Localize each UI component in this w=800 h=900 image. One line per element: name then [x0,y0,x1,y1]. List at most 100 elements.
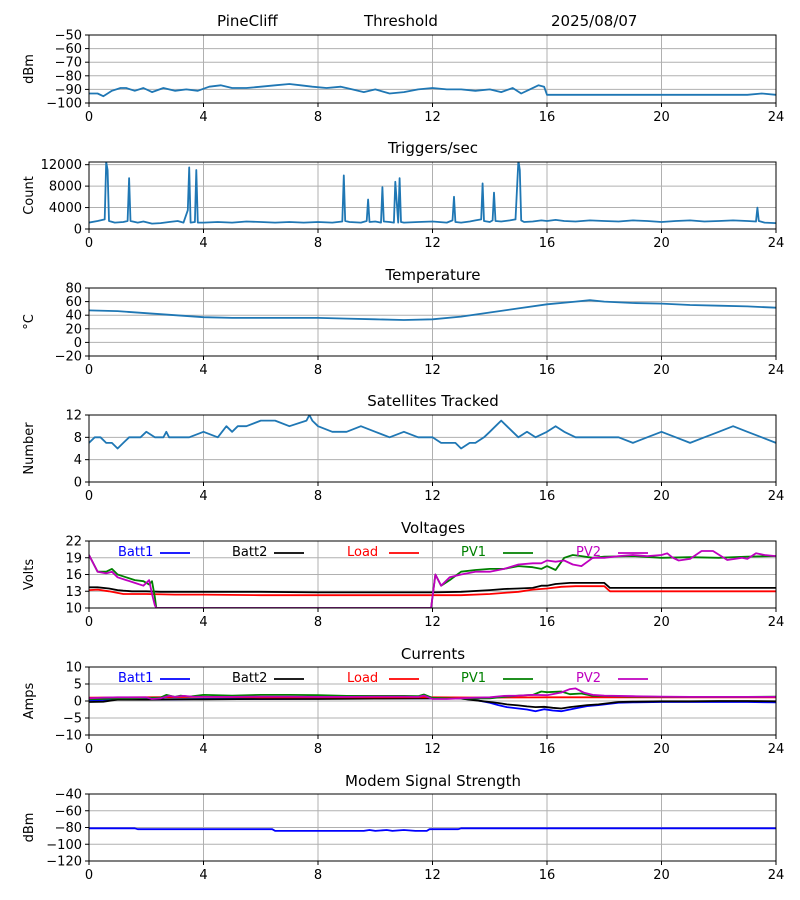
temperature-xtick-label: 4 [199,363,207,378]
triggers-ylabel: Count [22,176,37,215]
modem-xtick-label: 20 [653,868,670,883]
rssi-xtick-label: 20 [653,110,670,125]
modem-xtick-label: 24 [768,868,785,883]
currents-ytick-label: 0 [74,695,82,710]
rssi-ytick-label: −100 [46,97,82,112]
modem-series-line [89,827,776,832]
voltages-xtick-label: 16 [539,615,556,630]
voltages-series-batt2 [89,582,776,594]
triggers-ytick-label: 12000 [41,158,82,173]
currents-xtick-label: 12 [424,742,441,757]
voltages-legend-batt1: Batt1 [118,545,153,560]
currents-series-pv2 [89,687,776,700]
triggers-xtick-label: 16 [539,236,556,251]
currents-xtick-label: 20 [653,742,670,757]
currents-legend-load: Load [347,671,378,686]
satellites-xtick-label: 20 [653,489,670,504]
voltages-ytick-label: 16 [65,568,82,583]
voltages-ytick-label: 22 [65,535,82,550]
currents-series-batt2 [89,697,776,710]
satellites-ylabel: Number [22,422,37,475]
voltages-ytick-label: 13 [65,585,82,600]
satellites-xtick-label: 0 [85,489,93,504]
voltages-legend-pv1: PV1 [461,545,486,560]
currents-xtick-label: 0 [85,742,93,757]
modem-ytick-label: −100 [46,838,82,853]
temperature-series-line [89,299,776,321]
voltages-series-pv2 [89,550,776,608]
temperature-xtick-label: 12 [424,363,441,378]
satellites-series-line [89,415,776,450]
mode-label: Threshold [364,12,438,30]
voltages-series-load [89,585,776,597]
voltages-xtick-label: 0 [85,615,93,630]
temperature-xtick-label: 24 [768,363,785,378]
currents-ytick-label: −10 [55,729,82,744]
triggers-xtick-label: 20 [653,236,670,251]
triggers-xtick-label: 24 [768,236,785,251]
rssi-xtick-label: 0 [85,110,93,125]
rssi-series-line [89,83,776,98]
temperature-xtick-label: 20 [653,363,670,378]
triggers-xtick-label: 8 [314,236,322,251]
currents-legend-pv1: PV1 [461,671,486,686]
voltages-ytick-label: 19 [65,551,82,566]
voltages-xtick-label: 24 [768,615,785,630]
rssi-ytick-label: −80 [55,69,82,84]
currents-legend-pv2: PV2 [576,671,601,686]
temperature-ytick-label: −20 [55,350,82,365]
rssi-ytick-label: −90 [55,83,82,98]
currents-xtick-label: 16 [539,742,556,757]
rssi-ytick-label: −70 [55,56,82,71]
satellites-ytick-label: 8 [74,431,82,446]
currents-ytick-label: 5 [74,678,82,693]
rssi-xtick-label: 4 [199,110,207,125]
currents-xtick-label: 4 [199,742,207,757]
voltages-series-pv1 [89,554,776,608]
rssi-xtick-label: 8 [314,110,322,125]
voltages-xtick-label: 12 [424,615,441,630]
currents-xtick-label: 8 [314,742,322,757]
currents-xtick-label: 24 [768,742,785,757]
modem-xtick-label: 8 [314,868,322,883]
voltages-legend-load: Load [347,545,378,560]
satellites-xtick-label: 16 [539,489,556,504]
date-label: 2025/08/07 [551,12,638,30]
satellites-xtick-label: 24 [768,489,785,504]
temperature-ytick-label: 20 [65,322,82,337]
temperature-xtick-label: 0 [85,363,93,378]
voltages-xtick-label: 20 [653,615,670,630]
satellites-ytick-label: 0 [74,476,82,491]
currents-ytick-label: 10 [65,661,82,676]
rssi-xtick-label: 16 [539,110,556,125]
modem-title: Modem Signal Strength [345,772,521,790]
rssi-ylabel: dBm [22,54,37,84]
voltages-legend-pv2: PV2 [576,545,601,560]
temperature-ytick-label: 80 [65,282,82,297]
triggers-ytick-label: 0 [74,223,82,238]
rssi-ytick-label: −60 [55,42,82,57]
currents-legend-batt2: Batt2 [232,671,267,686]
satellites-title: Satellites Tracked [367,392,499,410]
satellites-ytick-label: 4 [74,453,82,468]
temperature-ytick-label: 60 [65,295,82,310]
voltages-xtick-label: 4 [199,615,207,630]
modem-xtick-label: 0 [85,868,93,883]
rssi-xtick-label: 24 [768,110,785,125]
satellites-xtick-label: 8 [314,489,322,504]
currents-legend-batt1: Batt1 [118,671,153,686]
voltages-title: Voltages [400,519,466,537]
rssi-xtick-label: 12 [424,110,441,125]
voltages-ylabel: Volts [22,559,37,591]
temperature-xtick-label: 16 [539,363,556,378]
rssi-ytick-label: −50 [55,29,82,44]
triggers-xtick-label: 12 [424,236,441,251]
modem-xtick-label: 4 [199,868,207,883]
triggers-xtick-label: 0 [85,236,93,251]
triggers-series-line [89,162,776,225]
modem-ytick-label: −40 [55,788,82,803]
currents-ylabel: Amps [22,682,37,719]
satellites-xtick-label: 12 [424,489,441,504]
